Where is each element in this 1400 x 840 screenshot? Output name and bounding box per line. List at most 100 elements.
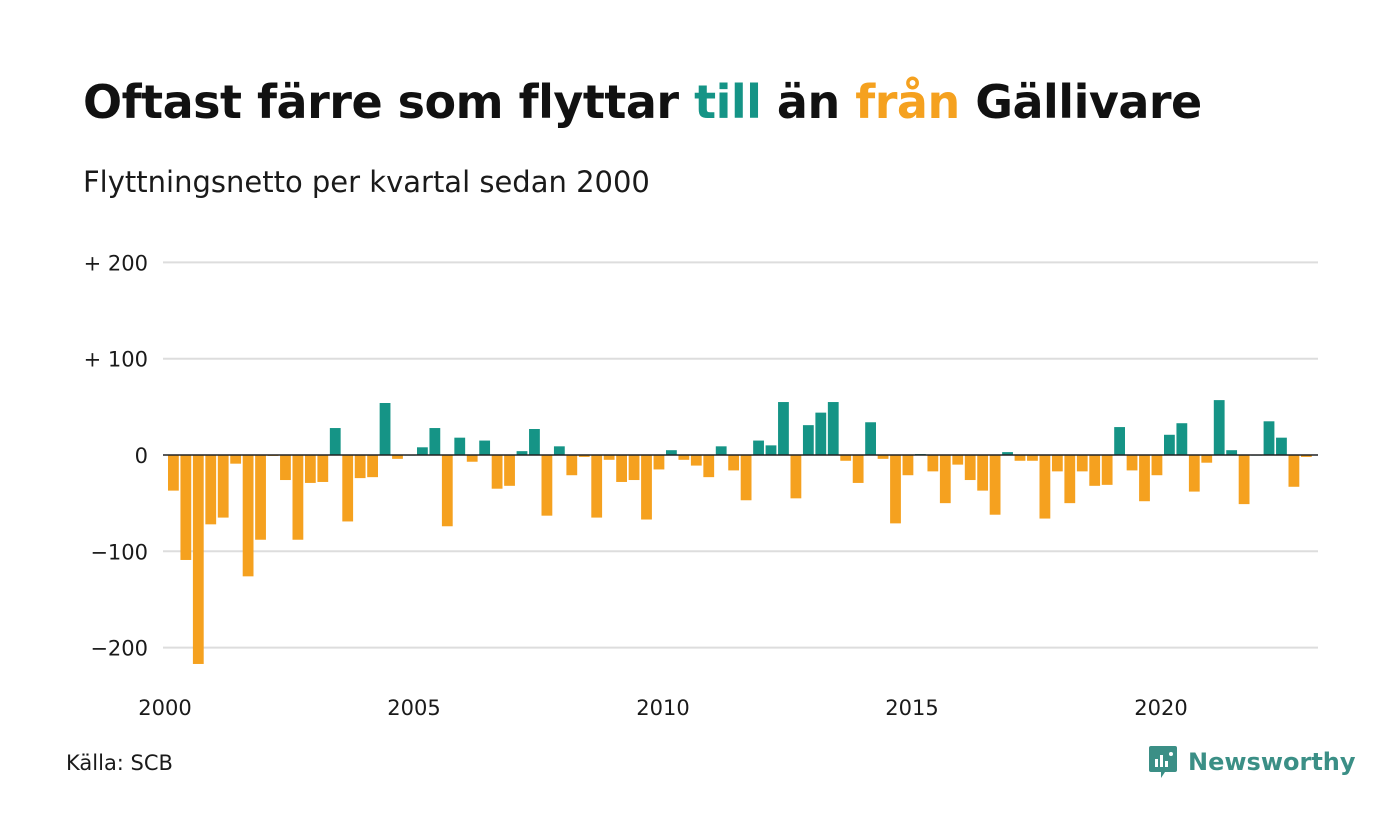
bar — [1014, 455, 1026, 461]
bar — [678, 455, 690, 460]
bar — [827, 402, 839, 455]
bar — [1051, 455, 1063, 472]
bar — [753, 440, 764, 456]
x-tick-label: 2020 — [1134, 696, 1187, 720]
bar — [354, 455, 366, 479]
y-tick-label: −200 — [90, 637, 148, 661]
bar — [1238, 455, 1250, 505]
bar — [491, 455, 503, 489]
bar — [740, 455, 752, 501]
bar — [192, 455, 204, 664]
bar — [1126, 455, 1138, 471]
bar — [454, 437, 466, 455]
bar — [504, 455, 515, 486]
bar — [1114, 427, 1125, 455]
bar — [690, 455, 702, 466]
y-tick-label: −100 — [90, 540, 148, 564]
bar — [1201, 455, 1213, 463]
bar — [703, 455, 715, 478]
bar — [242, 455, 254, 577]
x-tick-label: 2010 — [636, 696, 689, 720]
bar — [852, 455, 864, 483]
bar — [429, 428, 441, 455]
y-tick-label: + 100 — [84, 348, 148, 372]
bar — [964, 455, 976, 481]
bar — [790, 455, 802, 499]
bars — [168, 400, 1312, 664]
bar — [641, 455, 652, 520]
bar — [329, 428, 341, 455]
bar — [603, 455, 615, 460]
bar — [367, 455, 378, 478]
bar — [280, 455, 291, 481]
bar — [890, 455, 901, 524]
bar — [1101, 455, 1113, 485]
bar — [728, 455, 740, 471]
y-tick-label: + 200 — [84, 251, 148, 275]
bar — [1039, 455, 1051, 519]
source-note: Källa: SCB — [66, 751, 173, 775]
bar — [255, 455, 266, 540]
x-axis-tick-labels: 2000 2005 2010 2015 2020 — [138, 696, 1187, 720]
bar — [1213, 400, 1225, 455]
bar — [802, 425, 814, 455]
bar — [304, 455, 316, 483]
chart-title: Oftast färre som flyttar till än från Gä… — [83, 74, 1202, 130]
bar — [1089, 455, 1101, 486]
bar — [591, 455, 603, 518]
bar — [715, 446, 727, 455]
bar — [778, 402, 789, 455]
title-fran: från — [855, 75, 960, 129]
bar — [541, 455, 553, 516]
bar — [466, 455, 478, 462]
grid-lines — [163, 261, 1318, 649]
bar — [628, 455, 640, 481]
bar — [653, 455, 665, 470]
bar — [317, 455, 329, 482]
bar-chart: + 200 + 100 0 −100 −200 2000 2005 2010 2015 2020 — [84, 251, 1318, 720]
bar — [1027, 455, 1038, 461]
bar — [516, 451, 528, 455]
bar — [205, 455, 217, 525]
bar — [1263, 421, 1275, 455]
bar — [1276, 437, 1287, 455]
x-tick-label: 2005 — [387, 696, 440, 720]
bar — [1176, 423, 1188, 455]
bar — [1288, 455, 1300, 487]
bar — [1139, 455, 1150, 502]
bar — [342, 455, 354, 522]
bar — [765, 445, 777, 455]
bar — [217, 455, 229, 518]
bar — [989, 455, 1001, 515]
bar — [1300, 455, 1312, 457]
title-part3: Gällivare — [959, 75, 1202, 129]
bar — [1076, 455, 1088, 472]
bar — [529, 429, 540, 455]
bar — [168, 455, 179, 491]
y-axis-tick-labels: + 200 + 100 0 −100 −200 — [84, 251, 148, 660]
bar — [1164, 434, 1175, 455]
bar — [392, 455, 403, 459]
chart-subtitle: Flyttningsnetto per kvartal sedan 2000 — [83, 165, 650, 199]
brand-name: Newsworthy — [1188, 748, 1356, 776]
newsworthy-icon — [1149, 746, 1177, 778]
bar — [566, 455, 578, 476]
bar — [180, 455, 192, 560]
bar — [230, 455, 242, 464]
bar — [1188, 455, 1200, 492]
bar — [1226, 450, 1238, 455]
bar — [815, 412, 827, 455]
bar — [877, 455, 889, 459]
bar — [939, 455, 951, 504]
title-till: till — [694, 75, 762, 129]
bar — [1151, 455, 1163, 476]
bar — [379, 403, 391, 455]
bar — [553, 446, 565, 455]
title-part2: än — [761, 75, 856, 129]
bar — [616, 455, 627, 482]
y-tick-label: 0 — [135, 444, 148, 468]
x-tick-label: 2000 — [138, 696, 191, 720]
bar — [927, 455, 939, 472]
bar — [292, 455, 304, 540]
bar — [902, 455, 914, 476]
